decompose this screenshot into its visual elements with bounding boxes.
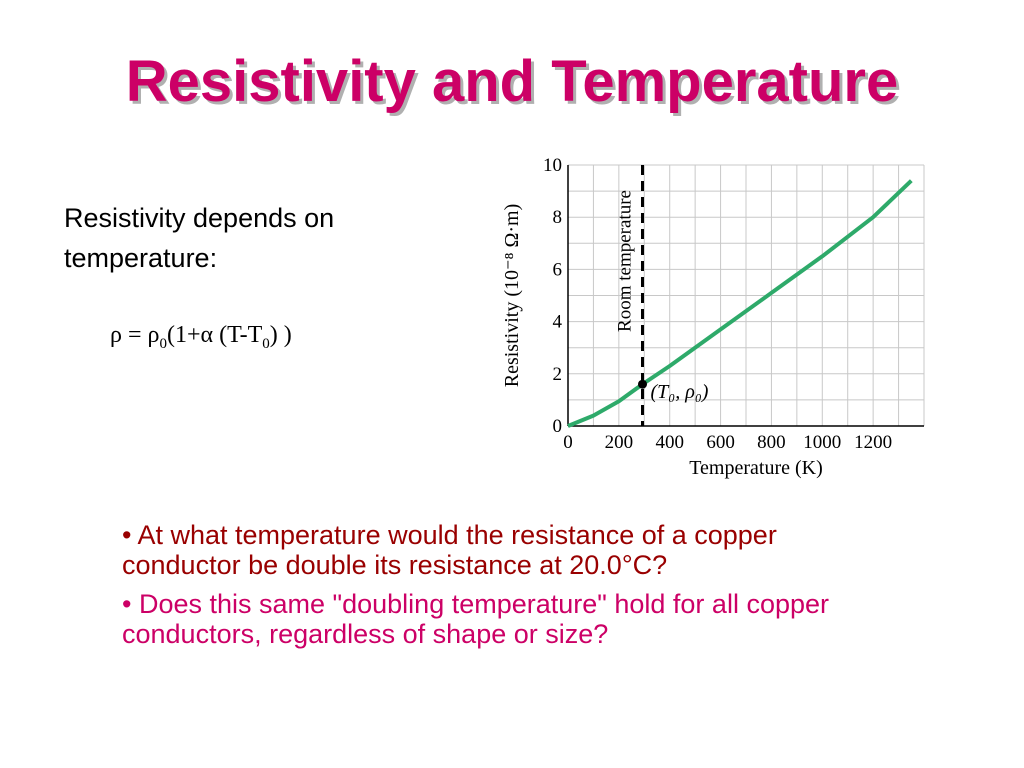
x-tick-label: 1200 bbox=[854, 432, 892, 453]
question-list: • At what temperature would the resistan… bbox=[122, 520, 882, 658]
formula-open: (1+ bbox=[167, 322, 201, 348]
formula-mid: (T-T bbox=[213, 322, 263, 348]
x-tick-label: 600 bbox=[706, 432, 735, 453]
y-tick-label: 6 bbox=[553, 259, 563, 280]
resistivity-formula: ρ = ρ0(1+α (T-T0) ) bbox=[110, 322, 292, 353]
intro-text: Resistivity depends on temperature: bbox=[64, 203, 335, 273]
reference-point bbox=[638, 379, 648, 389]
room-temperature-label: Room temperature bbox=[615, 190, 636, 332]
resistivity-chart: 0 200 400 600 800 1000 1200 0 2 4 6 8 10 Room temper… bbox=[501, 155, 925, 479]
y-axis-label: Resistivity (10⁻⁸ Ω·m) bbox=[501, 204, 523, 388]
y-tick-label: 10 bbox=[543, 155, 562, 176]
chart-tick-labels: 0 200 400 600 800 1000 1200 0 2 4 6 8 10 bbox=[543, 155, 892, 453]
formula-alpha: α bbox=[200, 322, 214, 348]
x-axis-label: Temperature (K) bbox=[689, 457, 823, 479]
y-tick-label: 4 bbox=[553, 312, 563, 333]
reference-point-label: (T₀, ρ₀) bbox=[651, 381, 709, 403]
x-tick-label: 1000 bbox=[803, 432, 841, 453]
formula-equals: = bbox=[121, 322, 148, 348]
chart-grid bbox=[567, 164, 925, 427]
formula-close: ) ) bbox=[269, 322, 292, 348]
question-item: • At what temperature would the resistan… bbox=[122, 520, 777, 580]
series-line-resistivity bbox=[567, 179, 913, 428]
x-tick-label: 200 bbox=[605, 432, 634, 453]
y-tick-label: 2 bbox=[553, 364, 563, 385]
chart-axes bbox=[567, 165, 924, 427]
x-tick-label: 800 bbox=[757, 432, 786, 453]
y-tick-label: 0 bbox=[553, 416, 563, 437]
y-tick-label: 8 bbox=[553, 207, 563, 228]
formula-rho: ρ bbox=[110, 322, 122, 348]
x-tick-label: 0 bbox=[563, 432, 573, 453]
formula-sub-t0: 0 bbox=[262, 335, 270, 352]
formula-rho0: ρ bbox=[147, 322, 160, 348]
x-tick-label: 400 bbox=[655, 432, 684, 453]
formula-sub0: 0 bbox=[159, 335, 168, 352]
slide-title: Resistivity and Temperature bbox=[125, 49, 899, 114]
question-item: • Does this same "doubling temperature" … bbox=[122, 589, 829, 649]
